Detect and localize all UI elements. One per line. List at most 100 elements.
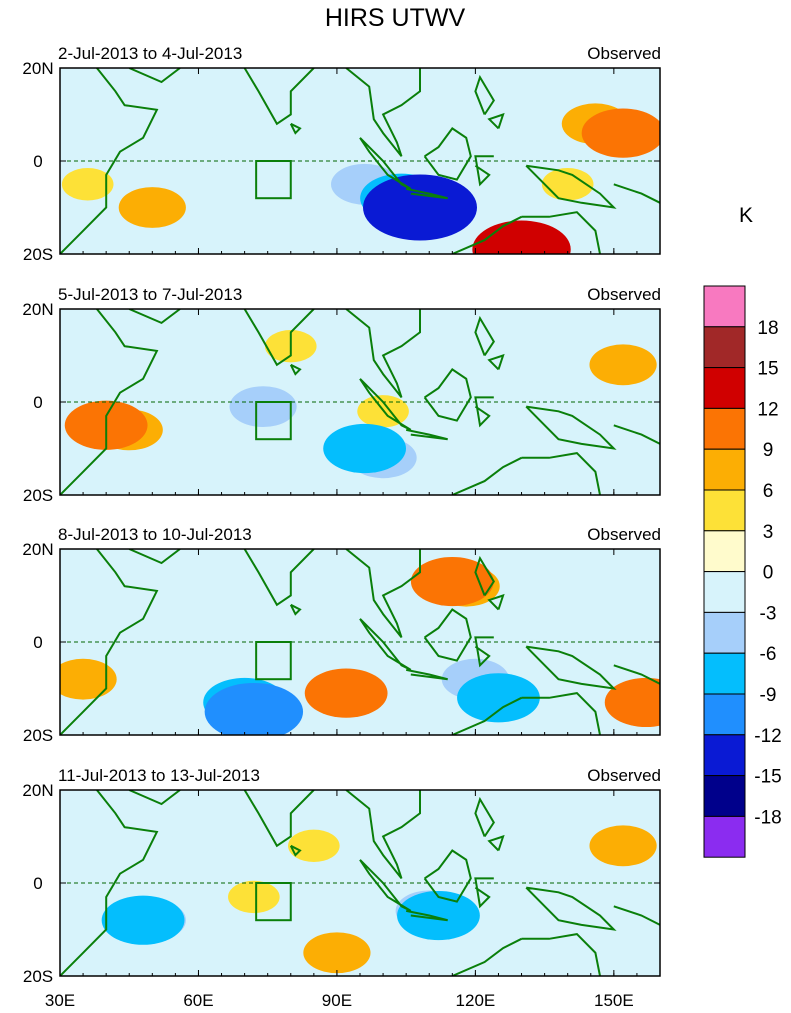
y-tick-label: 20N	[22, 300, 53, 319]
coastline	[474, 555, 495, 597]
anomaly-contour	[303, 932, 371, 974]
colorbar-box	[703, 815, 746, 858]
coastline	[128, 309, 181, 325]
y-tick-label: 0	[33, 874, 42, 893]
anomaly-contour	[363, 174, 477, 241]
anomaly-contour	[228, 880, 280, 914]
colorbar-box	[703, 489, 746, 532]
anomaly-contour	[589, 825, 657, 867]
coastline	[423, 608, 472, 662]
anomaly-contour	[229, 386, 297, 428]
colorbar-box	[703, 448, 746, 491]
coastline	[451, 937, 522, 976]
colorbar-label: -6	[760, 644, 777, 665]
anomaly-contour	[541, 843, 594, 876]
coastline	[128, 549, 181, 565]
anomaly-contour	[457, 673, 540, 723]
y-tick-label: 20S	[23, 967, 53, 986]
coastline	[613, 424, 660, 445]
coastline	[289, 122, 302, 135]
x-tick-label: 90E	[322, 991, 352, 1010]
anomaly-contour	[304, 668, 388, 718]
coastline	[128, 790, 181, 806]
colorbar-unit: K	[739, 204, 753, 227]
study-region-box	[255, 641, 292, 681]
coastline	[243, 549, 315, 607]
colorbar-box	[703, 571, 746, 613]
panel-date-range: 8-Jul-2013 to 10-Jul-2013	[58, 525, 252, 544]
anomaly-contour	[397, 890, 480, 941]
coastline	[613, 183, 660, 204]
colorbar: 18 15 12 9 6 3 0 -3 -6 -9 -12 -15 -18	[703, 285, 782, 858]
panel-observed-label: Observed	[587, 44, 661, 63]
coastline	[345, 68, 421, 157]
y-tick-label: 0	[33, 152, 42, 171]
x-tick-label: 60E	[183, 991, 213, 1010]
map-panel-1: 20N 0 20S 2-Jul-2013 to 4-Jul-2013 Observed	[22, 44, 661, 264]
anomaly-contour	[204, 682, 304, 735]
colorbar-label: -15	[754, 767, 781, 788]
anomaly-contour	[541, 168, 594, 201]
coastline	[487, 834, 505, 852]
anomaly-contour	[172, 107, 225, 140]
anomaly-contour	[288, 829, 340, 862]
coastline	[521, 452, 601, 495]
y-tick-label: 20N	[22, 781, 53, 800]
colorbar-box	[703, 611, 746, 654]
coastline	[613, 905, 660, 926]
colorbar-box	[703, 734, 746, 777]
panel-observed-label: Observed	[587, 285, 661, 304]
coastline	[474, 877, 494, 909]
anomaly-contour	[323, 423, 407, 474]
panel-date-range: 2-Jul-2013 to 4-Jul-2013	[58, 44, 242, 63]
coastline	[423, 127, 472, 181]
coastline	[521, 692, 601, 735]
anomaly-contour	[172, 602, 225, 635]
anomaly-contour	[101, 895, 185, 945]
colorbar-box	[703, 530, 746, 573]
coastline	[451, 215, 522, 254]
coastline	[128, 68, 181, 84]
anomaly-contour	[172, 362, 225, 395]
coastline	[423, 849, 472, 903]
coastline	[487, 593, 505, 611]
coastline	[474, 796, 495, 838]
coastline	[243, 309, 315, 367]
colorbar-box	[703, 693, 746, 736]
coastline	[525, 886, 617, 931]
coastline	[345, 309, 421, 399]
y-tick-label: 20S	[23, 245, 53, 264]
coastline	[243, 68, 315, 126]
panel-date-range: 5-Jul-2013 to 7-Jul-2013	[58, 285, 242, 304]
coastline	[451, 696, 522, 735]
anomaly-contour	[172, 820, 225, 853]
coastline	[289, 603, 302, 616]
colorbar-label: 12	[757, 399, 778, 420]
study-region-box	[255, 401, 292, 441]
y-tick-label: 0	[33, 633, 42, 652]
coastline	[243, 790, 315, 848]
panel-observed-label: Observed	[587, 766, 661, 785]
y-tick-label: 20S	[23, 486, 53, 505]
coastline	[406, 909, 448, 922]
coastline	[60, 309, 159, 495]
colorbar-box	[703, 367, 746, 409]
y-tick-label: 20N	[22, 59, 53, 78]
y-tick-label: 0	[33, 393, 42, 412]
anomaly-contour	[581, 108, 660, 158]
anomaly-contour	[604, 677, 660, 728]
coastline	[521, 933, 601, 976]
colorbar-label: -12	[754, 726, 781, 747]
anomaly-contour	[495, 385, 548, 419]
coastline	[60, 790, 159, 976]
coastline	[289, 844, 302, 857]
anomaly-contour	[118, 187, 186, 228]
coastline	[406, 668, 448, 681]
colorbar-label: 9	[763, 440, 774, 461]
x-tick-label: 30E	[45, 991, 75, 1010]
anomaly-contour	[589, 344, 657, 386]
coastline	[60, 549, 159, 735]
anomaly-contour	[472, 220, 571, 254]
colorbar-label: 18	[757, 318, 778, 339]
